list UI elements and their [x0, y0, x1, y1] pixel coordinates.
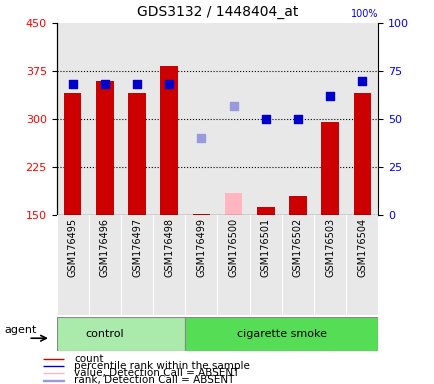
Bar [128, 93, 145, 215]
Text: GSM176502: GSM176502 [293, 218, 302, 277]
Bar [217, 215, 249, 315]
Point [165, 81, 172, 88]
Bar [321, 122, 338, 215]
Text: GSM176497: GSM176497 [132, 218, 141, 277]
Point [294, 116, 301, 122]
Text: agent: agent [4, 325, 37, 335]
Bar [185, 317, 378, 351]
Bar [353, 93, 370, 215]
Text: GSM176501: GSM176501 [260, 218, 270, 277]
Text: count: count [74, 354, 103, 364]
Text: GSM176495: GSM176495 [68, 218, 77, 277]
Point [101, 81, 108, 88]
Point [197, 135, 204, 141]
Text: GSM176496: GSM176496 [100, 218, 109, 277]
Text: rank, Detection Call = ABSENT: rank, Detection Call = ABSENT [74, 376, 234, 384]
Text: cigarette smoke: cigarette smoke [237, 329, 326, 339]
Point [230, 103, 237, 109]
Bar [281, 23, 313, 215]
Text: 100%: 100% [350, 9, 378, 19]
Title: GDS3132 / 1448404_at: GDS3132 / 1448404_at [137, 5, 297, 19]
Bar [256, 207, 274, 215]
Bar [345, 215, 378, 315]
Bar [313, 215, 345, 315]
Text: GSM176498: GSM176498 [164, 218, 174, 277]
Text: GSM176500: GSM176500 [228, 218, 238, 277]
Point [262, 116, 269, 122]
Bar [217, 23, 249, 215]
Bar [121, 215, 153, 315]
Text: GSM176499: GSM176499 [196, 218, 206, 277]
Bar [345, 23, 378, 215]
Point [358, 78, 365, 84]
Bar [89, 23, 121, 215]
Bar [56, 215, 89, 315]
Bar [249, 23, 281, 215]
Text: GSM176503: GSM176503 [325, 218, 334, 277]
Text: control: control [85, 329, 124, 339]
Bar [121, 23, 153, 215]
Bar [64, 93, 81, 215]
Bar [192, 214, 210, 215]
Bar [96, 81, 113, 215]
Text: GSM176504: GSM176504 [357, 218, 366, 277]
Text: value, Detection Call = ABSENT: value, Detection Call = ABSENT [74, 368, 239, 378]
Point [69, 81, 76, 88]
Bar [313, 23, 345, 215]
Bar [56, 317, 185, 351]
Bar [281, 215, 313, 315]
Bar [249, 215, 281, 315]
Point [326, 93, 333, 99]
Bar [160, 66, 178, 215]
Bar [89, 215, 121, 315]
Text: percentile rank within the sample: percentile rank within the sample [74, 361, 249, 371]
Bar [56, 23, 89, 215]
Bar [153, 23, 185, 215]
Bar [185, 23, 217, 215]
Bar [224, 193, 242, 215]
Bar [185, 215, 217, 315]
Bar [153, 215, 185, 315]
Point [133, 81, 140, 88]
Bar [289, 196, 306, 215]
